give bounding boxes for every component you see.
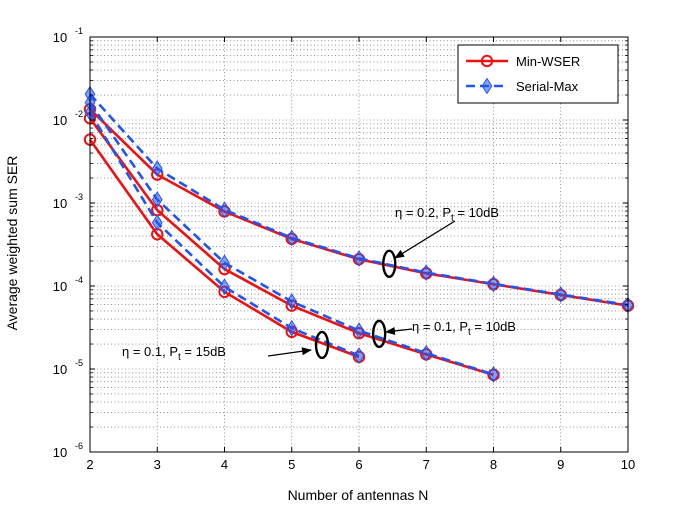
serial-max-point	[353, 249, 365, 267]
legend-box	[457, 44, 619, 104]
serial-max-point	[488, 366, 499, 383]
annotation-label: η = 0.2, Pt = 10dB	[395, 205, 499, 224]
y-tick-exponent: -1	[75, 26, 83, 36]
y-tick-label: 10	[53, 30, 67, 45]
x-tick-label: 2	[86, 457, 93, 472]
annotation-arrow	[394, 220, 456, 259]
x-tick-label: 4	[221, 457, 228, 472]
x-tick-label: 8	[490, 457, 497, 472]
series-group-1	[83, 85, 635, 314]
x-tick-label: 7	[423, 457, 430, 472]
serial-max-point	[420, 264, 432, 282]
legend-label: Serial-Max	[516, 79, 579, 94]
annotation-arrow	[385, 326, 413, 335]
y-tick-label: 10	[53, 279, 67, 294]
serial-max-point	[420, 344, 432, 362]
serial-max-line	[88, 111, 360, 357]
serial-max-point	[151, 160, 163, 177]
y-tick-label: 10	[53, 362, 67, 377]
serial-max-point	[151, 191, 163, 208]
legend-marker	[481, 77, 493, 95]
y-tick-exponent: -3	[75, 192, 83, 202]
serial-max-point	[286, 319, 298, 337]
y-axis-label: Average weighted sum SER	[4, 156, 20, 331]
y-tick-label: 10	[53, 445, 67, 460]
legend-marker	[480, 54, 494, 68]
annotation-3: η = 0.1, Pt = 15dB	[122, 330, 330, 363]
annotation-ellipse	[314, 330, 330, 360]
x-tick-label: 6	[355, 457, 362, 472]
annotation-ellipse	[382, 249, 397, 279]
y-tick-label: 10	[53, 113, 67, 128]
x-tick-label: 9	[557, 457, 564, 472]
serial-max-point	[353, 347, 365, 365]
legend-label: Min-WSER	[516, 54, 580, 69]
serial-max-point	[286, 293, 298, 310]
series-group-3	[83, 104, 366, 365]
x-tick-label: 3	[154, 457, 161, 472]
x-axis-label: Number of antennas N	[288, 487, 429, 503]
serial-max-point	[555, 286, 567, 303]
y-tick-label: 10	[53, 196, 67, 211]
x-tick-label: 10	[621, 457, 635, 472]
annotation-label: η = 0.1, Pt = 10dB	[412, 319, 516, 338]
serial-max-point	[219, 278, 230, 296]
annotation-arrow	[267, 347, 312, 357]
serial-max-point	[219, 254, 230, 272]
y-tick-exponent: -6	[75, 441, 83, 451]
annotations: η = 0.2, Pt = 10dB η = 0.1, Pt = 10dB η = …	[122, 205, 516, 363]
serial-max-point	[219, 201, 230, 219]
serial-max-point	[286, 229, 298, 247]
series-group-2	[83, 94, 500, 383]
annotation-label: η = 0.1, Pt = 15dB	[122, 344, 226, 363]
series-layer	[83, 85, 635, 383]
serial-max-point	[353, 322, 365, 340]
y-tick-exponent: -5	[75, 358, 83, 368]
serial-max-point	[151, 214, 163, 232]
y-tick-exponent: -4	[75, 275, 83, 285]
annotation-1: η = 0.2, Pt = 10dB	[382, 205, 499, 279]
annotation-2: η = 0.1, Pt = 10dB	[371, 319, 516, 349]
serial-max-point	[488, 275, 499, 293]
axis-ticks: 2 3 4 5 6 7 8 9 10 10 -6 10 -5 10 -4 10 -3 10 -2 10 -1	[53, 26, 635, 472]
legend: Min-WSER Serial-Max	[457, 44, 619, 104]
x-tick-label: 5	[288, 457, 295, 472]
y-tick-exponent: -2	[75, 109, 83, 119]
